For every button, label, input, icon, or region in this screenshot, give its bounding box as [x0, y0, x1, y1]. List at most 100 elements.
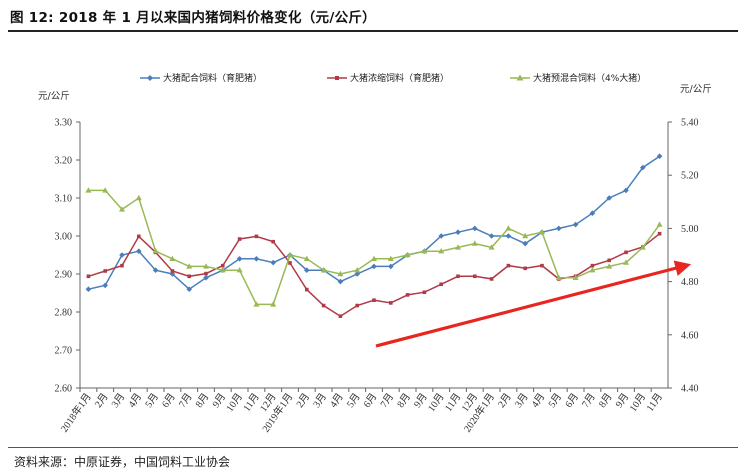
- right-tick-label: 4.80: [681, 277, 699, 288]
- x-tick-label: 10月: [627, 391, 648, 414]
- x-tick-label: 4月: [327, 391, 345, 410]
- left-tick-label: 3.10: [55, 194, 73, 205]
- x-tick-label: 5月: [546, 391, 564, 410]
- series-3-point: [169, 255, 176, 261]
- series-3-point: [371, 255, 377, 261]
- series-1-point: [253, 256, 260, 262]
- series-2-point: [86, 274, 91, 279]
- series-1-point: [438, 233, 444, 239]
- series-3-point: [102, 187, 109, 193]
- x-tick-label: 2月: [92, 391, 110, 410]
- series-3-line: [88, 189, 661, 306]
- series-2-point: [305, 287, 309, 292]
- series-1-point: [337, 278, 344, 285]
- series-3-point: [387, 255, 394, 261]
- series-2-point: [473, 274, 477, 279]
- legend-label-series1: 大猪配合饲料（育肥猪）: [163, 72, 262, 84]
- series-2-point: [204, 271, 208, 276]
- series-3: [85, 187, 663, 307]
- series-3-point: [236, 267, 243, 273]
- series-2-point: [338, 314, 343, 318]
- left-tick-label: 3.00: [55, 232, 73, 243]
- series-1-point: [236, 256, 243, 262]
- series-1-point: [472, 225, 478, 232]
- series-3-point: [203, 263, 209, 269]
- x-tick-label: 11月: [241, 391, 262, 414]
- left-axis-unit: 元/公斤: [38, 91, 70, 102]
- series-3-point: [303, 255, 310, 261]
- series-1-point: [152, 267, 159, 273]
- series-3-point: [119, 206, 125, 212]
- series-3-point: [337, 270, 344, 277]
- series-3-point: [320, 267, 327, 273]
- series-2-point: [221, 263, 225, 268]
- series-3-point: [421, 248, 428, 254]
- series-1-point: [455, 229, 461, 235]
- series-1-point: [572, 221, 579, 228]
- x-tick-label: 7月: [579, 391, 597, 410]
- series-2-point: [389, 301, 393, 305]
- series-3-point: [623, 259, 629, 265]
- series-2-point: [422, 290, 427, 295]
- series-3-point: [656, 221, 663, 227]
- series-1-point: [354, 271, 360, 277]
- series-1-point: [589, 210, 596, 216]
- series-1-point: [102, 282, 108, 289]
- title-divider: [8, 30, 738, 32]
- series-2-point: [489, 277, 494, 281]
- left-tick-label: 3.30: [55, 118, 73, 129]
- series-3-point: [589, 267, 596, 273]
- series-3-point: [85, 187, 92, 193]
- chart-legend: 大猪配合饲料（育肥猪） 大猪浓缩饲料（育肥猪） 大猪预混合饲料（4%大猪）: [140, 72, 646, 84]
- series-2-point: [237, 237, 242, 241]
- left-axis-ticks: 2.60 2.70 2.80 2.90 3.00 3.10 3.20 3.30: [55, 118, 80, 395]
- x-tick-label: 10月: [224, 391, 245, 414]
- series-3-point: [555, 274, 562, 280]
- series-2-point: [540, 263, 544, 268]
- series-2-point: [355, 303, 359, 308]
- series-2-point: [254, 234, 259, 239]
- left-tick-label: 2.90: [55, 270, 73, 281]
- series-2-point: [372, 298, 376, 303]
- x-tick-label: 11月: [442, 391, 463, 414]
- series-2-point: [506, 263, 511, 268]
- series-1-point: [640, 164, 646, 171]
- legend-label-series2: 大猪浓缩饲料（育肥猪）: [350, 72, 449, 84]
- series-1-point: [85, 286, 92, 292]
- source-note: 资料来源：中原证券，中国饲料工业协会: [14, 455, 231, 469]
- series-1-point: [371, 263, 377, 270]
- series-2-point: [624, 250, 628, 255]
- series-1-point: [488, 233, 495, 239]
- series-3-point: [354, 267, 361, 273]
- x-tick-label: 2月: [294, 391, 312, 410]
- upward-trend-arrow: [375, 260, 692, 348]
- x-tick-label: 3月: [311, 391, 329, 410]
- x-tick-label: 3月: [109, 391, 127, 410]
- series-1-point: [656, 153, 663, 159]
- right-tick-label: 4.40: [681, 384, 699, 395]
- series-3-point: [488, 244, 495, 250]
- series-2-point: [405, 293, 410, 297]
- series-2-point: [120, 263, 124, 268]
- series-1-point: [623, 187, 629, 194]
- left-tick-label: 2.70: [55, 346, 73, 357]
- series-3-point: [219, 267, 226, 273]
- x-tick-label: 7月: [176, 391, 194, 410]
- series-2-point: [137, 234, 141, 239]
- series-2-point: [271, 239, 275, 244]
- left-tick-label: 2.60: [55, 384, 73, 395]
- series-2-point: [456, 274, 460, 279]
- series-2-point: [657, 231, 662, 236]
- legend-item-series2: 大猪浓缩饲料（育肥猪）: [327, 72, 449, 84]
- series-1-point: [270, 259, 276, 266]
- x-tick-label: 4月: [529, 391, 547, 410]
- series-3-point: [455, 244, 461, 250]
- series-1-point: [203, 275, 209, 281]
- x-tick-label: 7月: [378, 391, 396, 410]
- x-tick-label: 2018年1月: [57, 390, 93, 434]
- x-tick-label: 8月: [395, 391, 413, 410]
- series-3-point: [152, 248, 159, 254]
- x-tick-label: 4月: [126, 391, 144, 410]
